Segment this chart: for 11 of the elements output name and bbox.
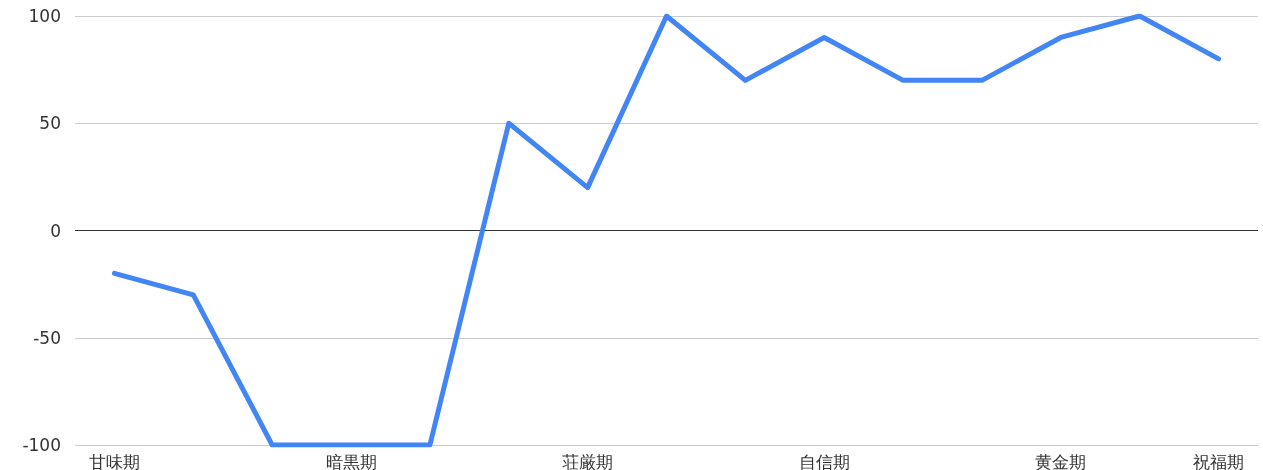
x-tick-label: 黄金期 xyxy=(1035,451,1087,470)
y-tick-label: -50 xyxy=(33,327,61,348)
y-tick-label: 0 xyxy=(50,220,61,241)
x-tick-label: 荘厳期 xyxy=(562,451,614,470)
x-tick-label: 甘味期 xyxy=(88,451,140,470)
y-tick-label: 100 xyxy=(28,6,61,26)
y-tick-label: 50 xyxy=(39,113,61,134)
y-tick-label: -100 xyxy=(22,435,61,455)
x-tick-label: 自信期 xyxy=(798,451,850,470)
x-tick-label: 祝福期 xyxy=(1193,451,1245,470)
x-tick-label: 暗黒期 xyxy=(325,451,377,470)
